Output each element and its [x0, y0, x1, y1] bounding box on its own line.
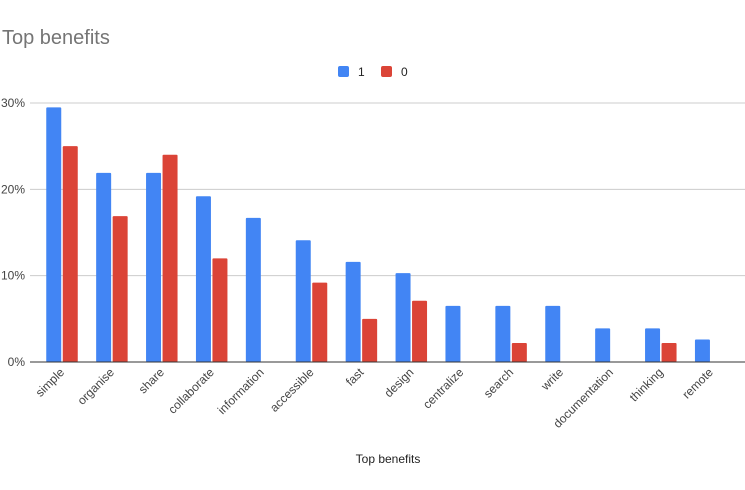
- x-tick-label: thinking: [627, 365, 666, 404]
- bar-thinking-series-1: [645, 328, 661, 362]
- x-tick-label: collaborate: [165, 365, 217, 417]
- bar-organise-series-1: [96, 172, 112, 362]
- bar-search-series-0: [511, 343, 527, 362]
- x-tick-label: information: [215, 365, 267, 417]
- y-tick-label: 10%: [1, 269, 25, 283]
- y-tick-label: 0%: [8, 355, 26, 369]
- x-tick-label: search: [481, 365, 516, 400]
- legend-label-1: 1: [358, 65, 365, 79]
- bar-centralize-series-1: [445, 305, 461, 362]
- x-axis-tick-labels: simple organise sharecollaborateinformatio…: [33, 365, 716, 431]
- bar-fast-series-0: [362, 318, 378, 362]
- y-tick-label: 20%: [1, 182, 25, 196]
- x-tick-label: organise: [75, 365, 118, 408]
- bar-design-series-0: [412, 300, 428, 362]
- x-tick-label: centralize: [420, 365, 466, 411]
- bar-write-series-1: [545, 305, 561, 362]
- x-tick-label: accessible: [267, 365, 317, 415]
- legend-swatch-1: [338, 66, 349, 77]
- x-axis-title: Top benefits: [356, 452, 421, 466]
- x-tick-label: design: [382, 365, 417, 400]
- bar-accessible-series-0: [312, 282, 328, 362]
- chart-title: Top benefits: [2, 27, 110, 49]
- x-tick-label: fast: [343, 365, 367, 389]
- x-tick-label: write: [538, 365, 567, 394]
- bar-collaborate-series-0: [212, 258, 228, 362]
- bar-search-series-1: [495, 305, 511, 362]
- bar-simple-series-0: [62, 146, 78, 362]
- bar-fast-series-1: [345, 261, 361, 362]
- x-tick-label: share: [136, 365, 167, 396]
- bar-accessible-series-1: [295, 240, 311, 362]
- x-tick-label: simple: [33, 365, 68, 400]
- legend-label-0: 0: [401, 65, 408, 79]
- bar-simple-series-1: [46, 107, 62, 362]
- bar-share-series-0: [162, 154, 178, 362]
- bar-share-series-1: [146, 172, 162, 362]
- y-axis-tick-labels: 0% 10% 20% 30%: [1, 96, 25, 369]
- bar-information-series-1: [245, 217, 261, 362]
- bar-remote-series-1: [694, 339, 710, 362]
- bar-thinking-series-0: [661, 343, 677, 362]
- bar-design-series-1: [395, 273, 411, 362]
- x-tick-label: remote: [680, 365, 717, 402]
- bars: [46, 107, 710, 362]
- bar-documentation-series-1: [595, 328, 611, 362]
- bar-collaborate-series-1: [195, 196, 211, 362]
- legend-swatch-0: [381, 66, 392, 77]
- y-tick-label: 30%: [1, 96, 25, 110]
- gridlines: [30, 102, 745, 277]
- bar-organise-series-0: [112, 216, 128, 362]
